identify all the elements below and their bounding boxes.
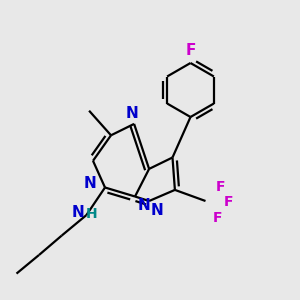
Text: N: N	[126, 106, 139, 121]
Text: F: F	[216, 180, 225, 194]
Text: H: H	[86, 207, 98, 221]
Text: F: F	[185, 43, 196, 58]
Text: N: N	[138, 198, 150, 213]
Text: N: N	[151, 203, 164, 218]
Text: F: F	[213, 211, 222, 225]
Text: F: F	[224, 196, 234, 209]
Text: N: N	[72, 205, 84, 220]
Text: N: N	[84, 176, 96, 191]
